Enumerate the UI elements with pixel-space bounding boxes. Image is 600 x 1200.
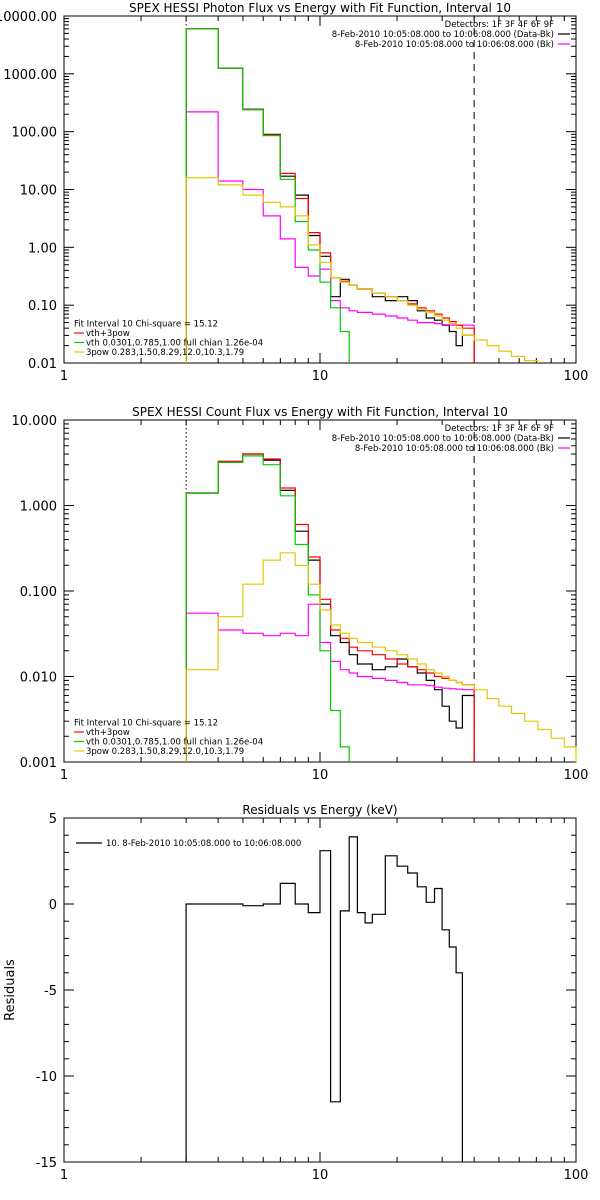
y-tick-label: 0	[49, 898, 57, 913]
series-3pow	[185, 552, 577, 762]
legend-entry: 3pow 0.283,1.50,8.29,12.0,10.3,1.79	[86, 747, 244, 757]
header-text: Detectors: 1F 3F 4F 6F 9F	[445, 20, 554, 30]
y-tick-label: 1000.00	[3, 68, 57, 83]
y-tick-label: 10000.00	[0, 10, 57, 25]
series-bk	[185, 111, 475, 363]
x-tick-label: 10	[312, 768, 329, 783]
series-vth-3pow	[185, 453, 475, 762]
legend-entry: vth 0.0301,0.785,1.00 full chian 1.26e-0…	[86, 339, 263, 349]
y-tick-label: -5	[44, 984, 57, 999]
plot-frame	[63, 15, 577, 364]
chart-panel-count: SPEX HESSI Count Flux vs Energy with Fit…	[12, 405, 589, 783]
legend-entry: 10. 8-Feb-2010 10:05:08.000 to 10:06:08.…	[106, 839, 301, 849]
x-tick-label: 100	[564, 1168, 589, 1183]
chart-title: Residuals vs Energy (keV)	[242, 803, 397, 817]
y-tick-label: 1.000	[20, 500, 57, 515]
y-tick-label: 0.001	[20, 756, 57, 771]
x-tick-label: 1	[60, 768, 68, 783]
y-tick-label: 0.010	[20, 671, 57, 686]
y-tick-label: 100.00	[12, 126, 58, 141]
x-tick-label: 10	[312, 369, 329, 384]
x-tick-label: 1	[60, 369, 68, 384]
x-tick-label: 1	[60, 1168, 68, 1183]
y-tick-label: 0.10	[28, 299, 57, 314]
legend-entry: Fit Interval 10 Chi-square = 15.12	[74, 719, 218, 729]
series-data-bk	[185, 453, 475, 762]
series-vth	[185, 28, 350, 363]
legend-entry: vth+3pow	[86, 728, 130, 738]
y-tick-label: -15	[36, 1156, 57, 1171]
header-text: 8-Feb-2010 10:05:08.000 to 10:06:08.000 …	[355, 444, 554, 454]
chart-panel-photon: SPEX HESSI Photon Flux vs Energy with Fi…	[0, 1, 588, 384]
legend-entry: 3pow 0.283,1.50,8.29,12.0,10.3,1.79	[86, 348, 244, 358]
series-bk	[185, 603, 475, 762]
series-3pow	[185, 177, 539, 363]
header-text: 8-Feb-2010 10:05:08.000 to 10:06:08.000 …	[332, 30, 554, 40]
y-tick-label: -10	[36, 1070, 57, 1085]
legend-entry: vth+3pow	[86, 329, 130, 339]
y-tick-label: 10.00	[20, 184, 57, 199]
y-tick-label: 0.01	[28, 357, 57, 372]
chart-panel-residuals: Residuals vs Energy (keV) 1 10 100 -15 -10 -5 0…	[3, 803, 588, 1183]
legend-entry: Fit Interval 10 Chi-square = 15.12	[74, 320, 218, 330]
chart-title: SPEX HESSI Photon Flux vs Energy with Fi…	[129, 1, 511, 15]
header-text: 8-Feb-2010 10:05:08.000 to 10:06:08.000 …	[332, 434, 554, 444]
y-axis-label: Residuals	[3, 959, 18, 1021]
y-tick-label: 10.000	[12, 414, 58, 429]
header-text: 8-Feb-2010 10:05:08.000 to 10:06:08.000 …	[355, 40, 554, 50]
y-tick-label: 1.00	[28, 241, 57, 256]
header-text: Detectors: 1F 3F 4F 6F 9F	[445, 424, 554, 434]
x-tick-label: 10	[312, 1168, 329, 1183]
legend-entry: vth 0.0301,0.785,1.00 full chian 1.26e-0…	[86, 738, 263, 748]
series-10-8-feb-2010-10-05-08-000-to-10-06-08-000	[185, 836, 463, 1162]
y-tick-label: 0.100	[20, 585, 57, 600]
series-vth	[185, 455, 350, 762]
chart-title: SPEX HESSI Count Flux vs Energy with Fit…	[132, 405, 508, 419]
x-tick-label: 100	[564, 768, 589, 783]
y-tick-label: 5	[49, 812, 57, 827]
x-tick-label: 100	[564, 369, 589, 384]
